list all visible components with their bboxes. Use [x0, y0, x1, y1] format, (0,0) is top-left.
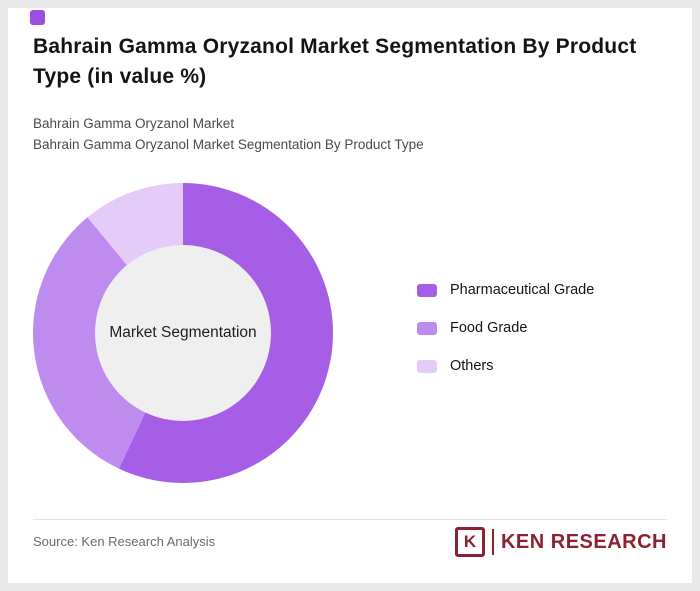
report-card: Bahrain Gamma Oryzanol Market Segmentati…	[8, 8, 692, 583]
legend-label-others: Others	[450, 358, 494, 374]
page-title: Bahrain Gamma Oryzanol Market Segmentati…	[33, 35, 637, 88]
accent-square	[30, 10, 45, 25]
footer-divider	[33, 519, 667, 520]
subtitle-block: Bahrain Gamma Oryzanol Market Bahrain Ga…	[33, 113, 424, 155]
subtitle-segmentation: Bahrain Gamma Oryzanol Market Segmentati…	[33, 137, 424, 152]
legend-swatch-others	[417, 359, 437, 373]
brand-divider	[491, 529, 494, 555]
legend-swatch-food-grade	[417, 321, 437, 335]
subtitle-market: Bahrain Gamma Oryzanol Market	[33, 116, 235, 131]
brand-logo: K KEN RESEARCH	[454, 527, 667, 557]
brand-k-icon: K	[454, 527, 485, 557]
legend-label-pharmaceutical: Pharmaceutical Grade	[450, 282, 595, 298]
legend-item-pharmaceutical: Pharmaceutical Grade	[417, 280, 594, 300]
legend-item-food-grade: Food Grade	[417, 318, 594, 338]
donut-center: Market Segmentation	[95, 245, 271, 421]
legend-label-food-grade: Food Grade	[450, 320, 528, 336]
legend-item-others: Others	[417, 356, 594, 376]
source-text: Source: Ken Research Analysis	[33, 534, 216, 549]
legend: Pharmaceutical Grade Food Grade Others	[417, 280, 594, 376]
legend-swatch-pharmaceutical	[417, 283, 437, 297]
donut-chart: Market Segmentation	[33, 183, 333, 483]
donut-center-label: Market Segmentation	[109, 324, 257, 341]
brand-name: KEN RESEARCH	[500, 530, 667, 553]
